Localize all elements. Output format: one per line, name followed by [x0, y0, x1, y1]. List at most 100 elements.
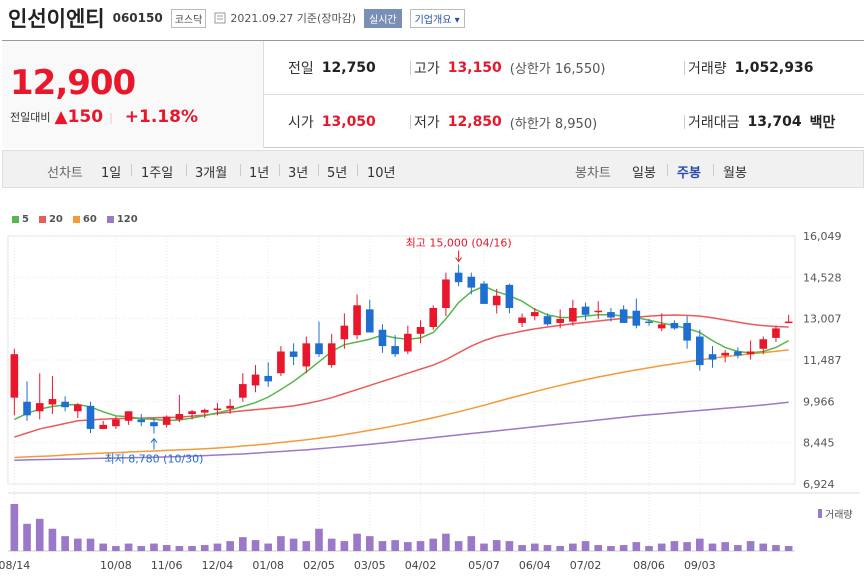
- x-tick-label: 07/02: [570, 559, 602, 572]
- volume-bar: [264, 543, 273, 551]
- divider: [279, 164, 280, 176]
- ma60-line: [14, 349, 789, 459]
- x-tick-label: 08/14: [0, 559, 30, 572]
- divider: |: [109, 110, 113, 124]
- candle-body: [721, 352, 729, 356]
- candle-body: [734, 351, 742, 356]
- volume-bar: [315, 528, 323, 551]
- candle-body: [645, 321, 653, 324]
- candle-body: [518, 317, 526, 323]
- candle-body: [492, 295, 501, 306]
- legend-item-ma60: 60: [72, 214, 97, 225]
- legend-label: 5: [22, 214, 29, 225]
- divider: [684, 60, 685, 75]
- candle-body: [391, 346, 399, 355]
- candle-body: [784, 321, 793, 324]
- legend-swatch: [72, 216, 80, 223]
- volume-bar: [581, 541, 590, 551]
- legend-swatch: [818, 509, 822, 518]
- volume-bar: [239, 537, 247, 551]
- candle-body: [251, 374, 260, 386]
- current-price: 12,900: [10, 63, 136, 103]
- x-tick-label: 09/03: [684, 559, 716, 572]
- volume-bar: [251, 540, 260, 551]
- candle-daily[interactable]: 일봉: [632, 166, 656, 181]
- volume-bar: [353, 533, 361, 551]
- volume-bar: [99, 543, 108, 551]
- candle-body: [239, 384, 247, 398]
- volume-bar: [302, 541, 311, 551]
- period-10y[interactable]: 10년: [367, 166, 396, 181]
- candle-body: [416, 327, 425, 334]
- volume-bar: [657, 543, 666, 551]
- period-5y[interactable]: 5년: [327, 166, 348, 181]
- low-label: 저가: [414, 115, 440, 131]
- open-price: 시가 13,050: [288, 112, 376, 132]
- candle-chart-label: 봉차트: [575, 166, 611, 181]
- candle-body: [327, 343, 336, 366]
- legend-label: 120: [116, 214, 138, 225]
- stock-name: 인선이엔티: [8, 7, 105, 31]
- volume-legend: 거래량: [818, 506, 853, 521]
- stock-code: 060150: [112, 11, 163, 25]
- volume-bar: [695, 538, 704, 551]
- candle-body: [112, 419, 120, 427]
- company-overview-label: 기업개요: [414, 14, 452, 26]
- x-tick-label: 01/08: [252, 559, 284, 572]
- date-text: 2021.09.27 기준(장마감): [230, 12, 356, 25]
- annotation-low: 최저 8,780 (10/30): [104, 453, 203, 466]
- high-label: 고가: [414, 60, 440, 77]
- candle-body: [213, 408, 222, 411]
- period-1w[interactable]: 1주일: [141, 166, 174, 181]
- volume-bar: [632, 542, 641, 551]
- volume-bar: [340, 541, 349, 551]
- volume: 거래량 1,052,936: [688, 58, 813, 78]
- annotation-arrow: [150, 437, 158, 450]
- candle-body: [99, 424, 108, 429]
- company-overview-dropdown[interactable]: 기업개요 ▾: [409, 8, 465, 28]
- candle-body: [10, 354, 19, 398]
- low-value: 12,850: [447, 114, 502, 130]
- volume-bar: [518, 545, 526, 551]
- candle-body: [632, 310, 641, 326]
- candle-monthly[interactable]: 월봉: [723, 166, 747, 181]
- volume-bar: [594, 545, 603, 551]
- divider: [410, 115, 411, 129]
- prev-close: 전일 12,750: [288, 58, 376, 78]
- period-1d[interactable]: 1일: [101, 166, 122, 181]
- volume-bar: [378, 541, 387, 551]
- volume-bar: [74, 538, 82, 551]
- volume-bar: [467, 536, 476, 551]
- volume-bar: [226, 541, 234, 551]
- candle-body: [543, 316, 552, 325]
- clock-icon: [214, 12, 226, 24]
- candle-body: [277, 351, 285, 374]
- x-tick-label: 08/06: [633, 559, 665, 572]
- period-3y[interactable]: 3년: [288, 166, 309, 181]
- volume-bar: [86, 538, 95, 551]
- volume-bar: [48, 528, 57, 551]
- x-tick-label: 06/04: [519, 559, 551, 572]
- realtime-button[interactable]: 실시간: [364, 8, 402, 28]
- volume-bar: [645, 546, 653, 551]
- candle-weekly[interactable]: 주봉: [677, 166, 701, 181]
- candle-body: [404, 333, 412, 352]
- volume-bar: [277, 536, 285, 551]
- volume-label: 거래량: [688, 60, 727, 77]
- x-tick-label: 11/06: [151, 559, 183, 572]
- candle-body: [607, 312, 615, 318]
- annotation-high: 최고 15,000 (04/16): [406, 237, 512, 250]
- volume-bar: [365, 536, 374, 551]
- divider: [240, 164, 241, 176]
- volume-bar: [112, 546, 120, 551]
- period-1y[interactable]: 1년: [249, 166, 270, 181]
- prev-value: 12,750: [321, 59, 376, 76]
- period-3m[interactable]: 3개월: [195, 166, 228, 181]
- volume-bar: [772, 545, 780, 551]
- change-percent: +1.18%: [124, 107, 199, 127]
- candle-body: [365, 309, 374, 333]
- line-chart-label: 선차트: [47, 166, 83, 181]
- candle-body: [581, 306, 590, 315]
- candle-body: [162, 416, 171, 425]
- candle-body: [340, 325, 349, 340]
